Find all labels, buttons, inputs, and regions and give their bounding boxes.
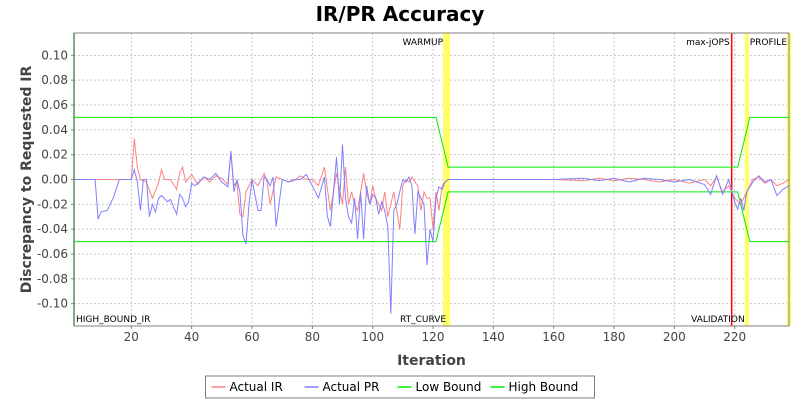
y-tick-label: 0.04 — [41, 123, 68, 137]
legend-label: Actual IR — [230, 380, 283, 394]
legend: Actual IR Actual PR Low Bound High Bound — [205, 375, 595, 399]
y-axis-ticks: -0.10 -0.08 -0.06 -0.04 -0.02 0.00 0.02 0.04 0.0… — [37, 48, 74, 311]
marker-label: VALIDATION — [691, 315, 745, 325]
y-tick-label: 0.08 — [41, 73, 68, 87]
y-tick-label: -0.10 — [37, 297, 68, 311]
x-tick-label: 200 — [663, 330, 686, 344]
marker-label: HIGH_BOUND_IR — [76, 315, 150, 325]
x-tick-label: 40 — [184, 330, 199, 344]
x-tick-label: 120 — [422, 330, 445, 344]
x-tick-label: 180 — [603, 330, 626, 344]
series-line-actual-pr — [74, 144, 790, 314]
phase-marker-labels: HIGH_BOUND_IR WARMUP RT_CURVE max-jOPS VALID… — [76, 38, 787, 325]
x-tick-label: 80 — [305, 330, 320, 344]
y-tick-label: -0.04 — [37, 222, 68, 236]
marker-label: PROFILE — [750, 38, 788, 48]
marker-label: WARMUP — [402, 38, 443, 48]
x-tick-label: 140 — [482, 330, 505, 344]
y-axis-label: Discrepancy to Requested IR — [19, 66, 35, 294]
grid — [74, 33, 789, 326]
legend-label: Actual PR — [323, 380, 380, 394]
chart-title: IR/PR Accuracy — [315, 2, 485, 26]
legend-label: Low Bound — [416, 380, 482, 394]
y-tick-label: -0.02 — [37, 197, 68, 211]
series-line-high-bound — [74, 116, 789, 168]
x-tick-label: 100 — [361, 330, 384, 344]
y-tick-label: 0.10 — [41, 48, 68, 62]
legend-label: High Bound — [509, 380, 579, 394]
x-axis-ticks: 20 40 60 80 100 120 140 160 180 200 220 — [124, 326, 746, 344]
y-tick-label: 0.02 — [41, 148, 68, 162]
x-tick-label: 60 — [244, 330, 259, 344]
x-tick-label: 160 — [542, 330, 565, 344]
y-tick-label: 0.06 — [41, 98, 68, 112]
x-axis-label: Iteration — [397, 353, 466, 369]
marker-label: RT_CURVE — [400, 315, 446, 325]
series-lines — [74, 116, 790, 314]
marker-label: max-jOPS — [686, 38, 730, 48]
y-tick-label: -0.08 — [37, 272, 68, 286]
x-tick-label: 220 — [723, 330, 746, 344]
y-tick-label: -0.06 — [37, 247, 68, 261]
x-tick-label: 20 — [124, 330, 139, 344]
y-tick-label: 0.00 — [41, 173, 68, 187]
